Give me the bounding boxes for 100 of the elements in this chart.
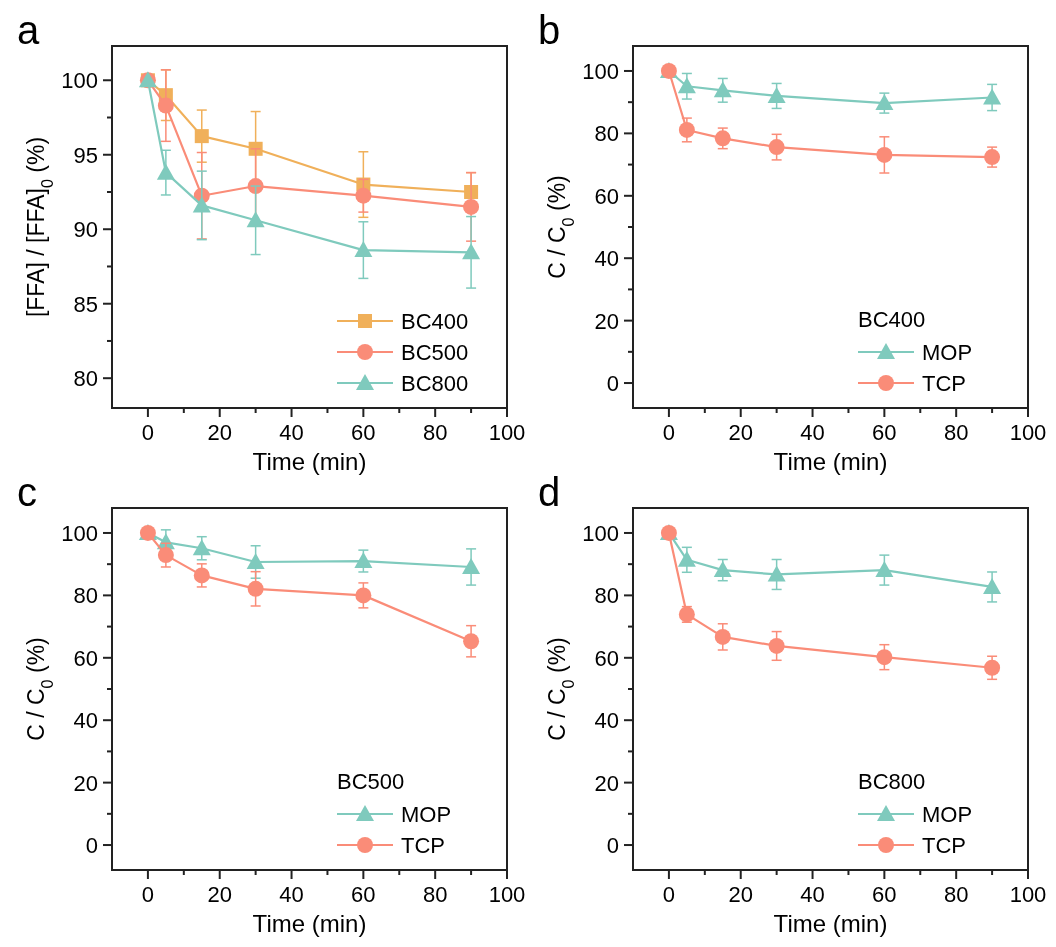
x-tick-label: 80 [943,882,969,907]
legend-label: BC400 [401,309,469,334]
point [156,163,175,180]
y-tick-label: 0 [85,833,98,859]
point [768,637,785,654]
y-tick-label: 60 [73,645,98,671]
point [767,565,786,582]
y-tick-label: 100 [61,68,98,94]
x-tick-label: 20 [728,882,753,907]
y-tick-label: 100 [582,58,619,84]
point [157,547,174,564]
legend-label: TCP [401,833,445,858]
y-tick-label: 20 [73,770,98,796]
point [714,628,731,645]
y-tick-label: 20 [594,770,619,796]
chart-title: d [538,470,561,514]
chart-title: b [538,8,561,52]
legend-label: TCP [922,371,966,396]
x-tick-label: 100 [1009,882,1047,907]
legend-label: TCP [922,833,966,858]
y-tick-label: 40 [73,708,98,734]
y-tick-label: 80 [594,583,619,609]
chart-title: a [17,8,40,52]
point [875,561,894,578]
legend-label: MOP [922,340,973,365]
point [246,552,265,569]
x-tick-label: 40 [800,882,825,907]
point [355,187,372,204]
x-tick-label: 20 [207,420,232,445]
point [194,129,209,144]
point [246,211,265,228]
y-tick-label: 80 [594,121,619,147]
x-tick-label: 40 [279,420,304,445]
point [713,561,732,578]
x-axis-title: Time (min) [773,448,888,475]
x-tick-label: 0 [662,420,676,445]
x-tick-label: 100 [1009,420,1047,445]
x-tick-label: 100 [488,882,526,907]
point [354,241,373,258]
x-tick-label: 20 [207,882,232,907]
x-tick-label: 60 [351,420,376,445]
point [677,550,696,567]
x-tick-label: 0 [141,882,155,907]
y-tick-label: 80 [73,583,98,609]
y-tick-label: 0 [606,371,619,397]
point [768,139,785,156]
point [193,567,210,584]
chart-title: c [17,470,37,514]
y-tick-label: 40 [594,246,619,272]
x-tick-label: 40 [279,882,304,907]
point [355,587,372,604]
x-axis-title: Time (min) [773,910,888,937]
x-tick-label: 40 [800,420,825,445]
legend-label: MOP [401,802,452,827]
point [462,243,481,260]
x-tick-label: 100 [488,420,526,445]
point [678,121,695,138]
point [713,81,732,98]
y-tick-label: 100 [61,520,98,546]
point [463,633,480,650]
x-tick-label: 60 [351,882,376,907]
legend-title: BC400 [858,307,926,332]
point [192,196,211,213]
y-tick-label: 80 [73,366,98,392]
y-tick-label: 40 [594,708,619,734]
legend-label: BC800 [401,371,469,396]
point [983,88,1002,105]
x-axis-title: Time (min) [252,448,367,475]
y-tick-label: 95 [73,142,98,168]
point [157,97,174,114]
x-tick-label: 80 [422,882,448,907]
y-tick-label: 20 [594,308,619,334]
x-tick-label: 80 [943,420,969,445]
point [767,86,786,103]
point [463,198,480,215]
point [876,146,893,163]
point [984,659,1001,676]
x-tick-label: 20 [728,420,753,445]
legend-label: BC500 [401,340,469,365]
x-tick-label: 60 [872,882,897,907]
y-tick-label: 100 [582,520,619,546]
y-tick-label: 90 [73,217,98,243]
x-tick-label: 60 [872,420,897,445]
x-axis-title: Time (min) [252,910,367,937]
point [983,577,1002,594]
y-tick-label: 0 [606,833,619,859]
legend-title: BC800 [858,769,926,794]
point [192,539,211,556]
point [677,77,696,94]
point [247,580,264,597]
legend-label: MOP [922,802,973,827]
x-tick-label: 0 [141,420,155,445]
legend-title: BC500 [337,769,405,794]
y-tick-label: 60 [594,645,619,671]
point [462,557,481,574]
x-tick-label: 80 [422,420,448,445]
point [354,552,373,569]
y-tick-label: 60 [594,183,619,209]
y-tick-label: 85 [73,291,98,317]
x-tick-label: 0 [662,882,676,907]
